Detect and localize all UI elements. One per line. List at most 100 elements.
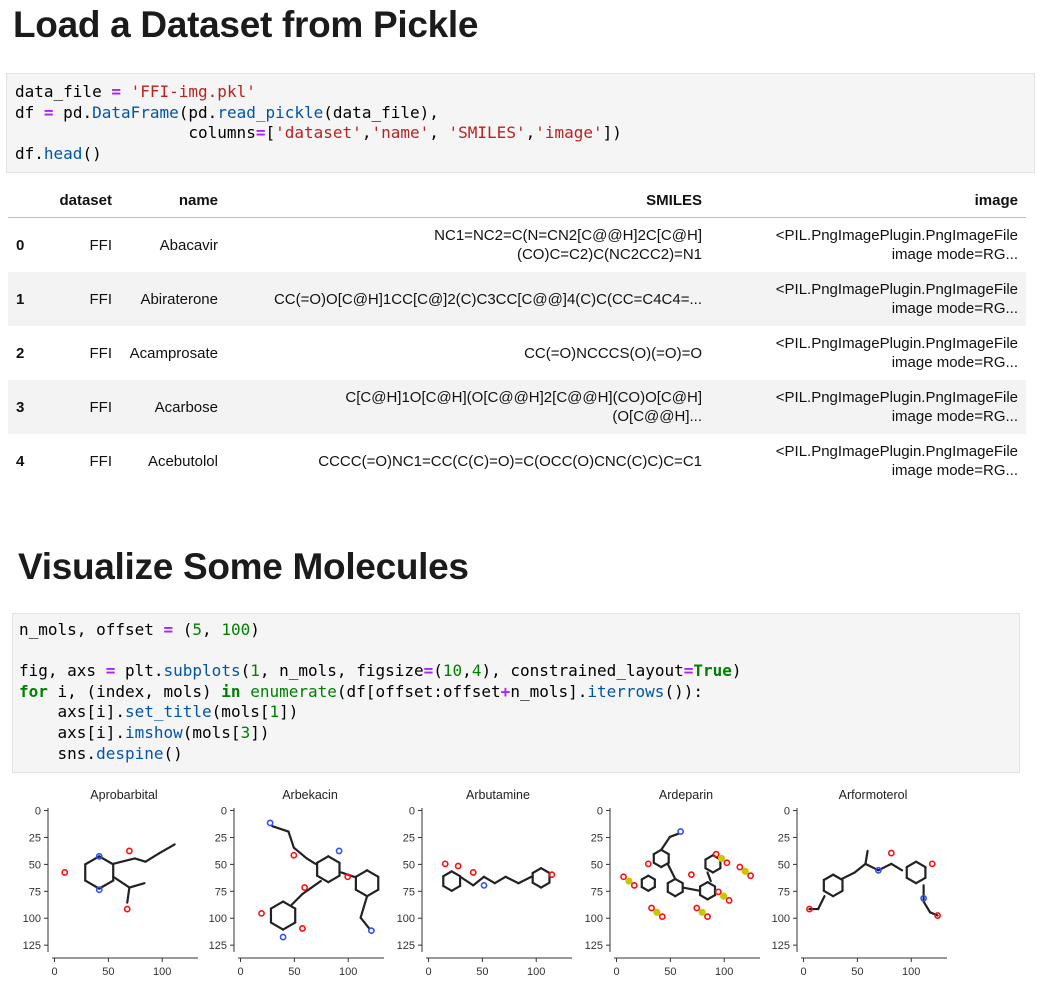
x-tick-label: 50 <box>851 966 863 978</box>
cell-image: <PIL.PngImagePlugin.PngImageFile image mo… <box>710 380 1026 434</box>
atom-marker <box>266 819 274 827</box>
atom-marker <box>648 904 655 912</box>
cell-smiles: CC(=O)NCCCS(O)(=O)=O <box>226 326 710 380</box>
bond <box>928 911 939 917</box>
cell-image: <PIL.PngImagePlugin.PngImageFile image mo… <box>710 434 1026 488</box>
cell-name: Acarbose <box>120 380 226 434</box>
cell-smiles-line: (CO)C=C2)C(NC2CC2)=N1 <box>516 246 702 263</box>
code-line: fig, axs = plt.subplots(1, n_mols, figsi… <box>19 661 1019 682</box>
bond <box>327 855 341 864</box>
subplot-title: Ardeparin <box>659 788 713 802</box>
row-index: 0 <box>16 236 25 254</box>
sulfur-atom <box>625 877 633 885</box>
x-tick-label: 100 <box>339 966 357 978</box>
code-token: (mols[ <box>182 722 241 742</box>
code-line: data_file = 'FFI-img.pkl' <box>15 82 1034 103</box>
cell-image: <PIL.PngImagePlugin.PngImageFile image mo… <box>710 272 1026 326</box>
code-token: 'name' <box>371 123 430 143</box>
bond <box>472 875 486 887</box>
code-token: (df[offset:offset <box>336 681 501 701</box>
y-tick-label: 125 <box>585 940 603 952</box>
bond <box>359 916 371 930</box>
bond <box>287 830 295 849</box>
cell-name: Acebutolol <box>147 452 218 470</box>
bond <box>365 888 380 898</box>
code-line: df = pd.DataFrame(pd.read_pickle(data_fi… <box>15 103 1034 124</box>
atom-marker <box>335 847 343 855</box>
bond <box>531 881 543 889</box>
code-token: in <box>221 681 241 701</box>
code-token: (pd. <box>178 102 218 122</box>
atom-marker <box>693 904 701 912</box>
code-line: sns.despine() <box>19 744 1019 765</box>
table-row: 1 FFI Abiraterone CC(=O)O[C@H]1CC[C@]2(C)C3… <box>8 272 1026 326</box>
table-row: 4 FFI Acebutolol CCCC(=O)NC1=CC(C(C)=O)=C(O… <box>8 434 1026 488</box>
code-token: fig, axs <box>19 661 106 681</box>
molecule-subplot: Aprobarbital 0 25 50 75 100 125 0 50 100 <box>23 788 198 978</box>
x-tick-label: 50 <box>476 966 488 978</box>
code-token: ) <box>250 620 260 639</box>
cell-smiles: CC(=O)O[C@H]1CC[C@]2(C)C3CC[C@@]4(C)C(CC… <box>226 272 710 326</box>
code-token: 3 <box>240 722 251 742</box>
bond <box>504 875 520 885</box>
cell-image-line: image mode=RG... <box>891 408 1018 425</box>
code-token: df. <box>15 143 44 163</box>
subplot-title: Arbutamine <box>466 788 530 802</box>
atom-marker <box>258 909 265 917</box>
bond <box>816 895 826 911</box>
cell-image-line: <PIL.PngImagePlugin.PngImageFile <box>775 335 1018 352</box>
code-line: axs[i].set_title(mols[1]) <box>19 702 1019 723</box>
code-token: set_title <box>124 702 212 722</box>
bond <box>711 867 722 874</box>
table-row: 3 FFI Acarbose C[C@H]1O[C@H](O[C@@H]2[C@@H]… <box>8 380 1026 434</box>
atom-marker <box>95 886 103 894</box>
y-tick-label: 0 <box>597 806 603 818</box>
code-token: 1 <box>250 661 260 681</box>
code-token: ( <box>240 661 251 681</box>
cell-image-line: image mode=RG... <box>891 462 1018 479</box>
bond <box>660 848 670 856</box>
bond <box>647 874 656 881</box>
x-tick-label: 0 <box>237 966 243 978</box>
cell-dataset: FFI <box>89 236 113 254</box>
atom-marker <box>301 884 309 891</box>
bond <box>647 885 656 892</box>
code-token: , <box>462 661 472 681</box>
bond <box>832 889 844 898</box>
bond <box>864 849 869 865</box>
code-token <box>241 682 251 701</box>
code-cell-load[interactable]: data_file = 'FFI-img.pkl' df = pd.DataFra… <box>6 73 1035 173</box>
y-tick-label: 75 <box>403 886 415 898</box>
code-line: n_mols, offset = (5, 100) <box>19 620 1019 641</box>
bond <box>704 867 715 874</box>
cell-dataset: FFI <box>44 380 120 434</box>
bond <box>853 862 867 874</box>
bond <box>539 881 551 889</box>
bond <box>290 892 304 906</box>
atom-marker <box>704 913 711 921</box>
cell-name: Acamprosate <box>129 344 218 362</box>
code-token: 5 <box>192 620 203 639</box>
sulfur-atom <box>653 908 661 916</box>
cell-image: <PIL.PngImagePlugin.PngImageFile image mo… <box>710 218 1026 273</box>
sulfur-atom <box>717 854 726 863</box>
bond <box>698 893 709 901</box>
x-tick-label: 50 <box>288 966 300 978</box>
atom-marker <box>125 847 133 855</box>
y-tick-label: 100 <box>585 913 603 925</box>
sulfur-atom <box>698 908 706 916</box>
y-tick-label: 100 <box>23 913 41 925</box>
bond <box>281 921 297 931</box>
atom-marker <box>934 912 942 919</box>
code-token: = <box>111 82 121 101</box>
atom-marker <box>920 894 928 902</box>
bond <box>442 884 453 892</box>
bond <box>698 881 709 888</box>
code-token: True <box>693 661 732 681</box>
code-token: sns. <box>19 743 97 763</box>
code-cell-visualize[interactable]: n_mols, offset = (5, 100) fig, axs = plt.… <box>12 613 1020 773</box>
bond <box>822 873 835 882</box>
x-tick-label: 50 <box>102 966 114 978</box>
y-tick-label: 50 <box>403 859 415 871</box>
y-tick-label: 100 <box>772 913 790 925</box>
